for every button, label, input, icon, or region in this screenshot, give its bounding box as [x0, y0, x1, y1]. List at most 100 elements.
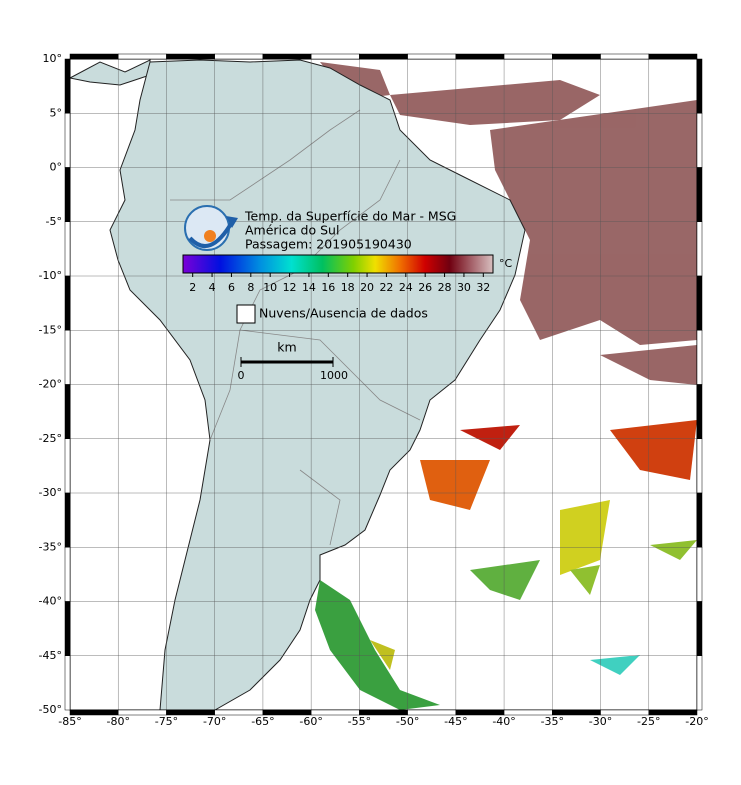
- x-tick-label: -40°: [492, 715, 515, 728]
- title-line: Temp. da Superfície do Mar - MSG: [244, 209, 456, 224]
- border-segment: [696, 58, 703, 114]
- x-tick-label: -75°: [155, 715, 178, 728]
- x-tick-label: -30°: [589, 715, 612, 728]
- border-segment: [696, 221, 703, 277]
- y-tick-label: -45°: [39, 649, 62, 662]
- borders: [170, 109, 421, 546]
- border-segment: [166, 53, 215, 60]
- x-tick-label: -35°: [541, 715, 564, 728]
- border-segment: [64, 58, 71, 114]
- scale-end: 1000: [320, 369, 348, 382]
- border-segment: [64, 113, 71, 168]
- title-line: América do Sul: [245, 223, 339, 238]
- x-tick-label: -60°: [299, 715, 322, 728]
- y-tick-label: 0°: [50, 161, 63, 174]
- border-segment: [696, 275, 703, 331]
- border-segment: [69, 53, 119, 60]
- colorbar-tick-label: 10: [263, 281, 277, 294]
- scale-unit: km: [277, 340, 296, 355]
- y-tick-label: -5°: [46, 215, 62, 228]
- tick-labels: -85° -80° -75° -70° -65° -60° -55° -50° -45° -40°…: [39, 52, 709, 728]
- x-tick-label: -70°: [203, 715, 226, 728]
- border-segment: [64, 384, 71, 439]
- border-segment: [696, 492, 703, 548]
- legend-swatch: [236, 304, 256, 324]
- border-segment: [262, 53, 312, 60]
- colorbar-tick-label: 14: [302, 281, 316, 294]
- x-tick-label: -85°: [58, 715, 81, 728]
- border-segment: [407, 53, 457, 60]
- border-segment: [696, 113, 703, 168]
- x-tick-label: -65°: [251, 715, 274, 728]
- y-tick-label: -15°: [39, 323, 62, 336]
- border-segment: [648, 709, 698, 716]
- y-tick-label: 5°: [50, 106, 63, 119]
- sst-warm: [320, 62, 697, 385]
- border-segment: [600, 53, 650, 60]
- logo: [184, 205, 238, 251]
- border-segment: [696, 601, 703, 656]
- y-tick-label: -35°: [39, 540, 62, 553]
- y-tick-label: -50°: [39, 703, 62, 716]
- border-segment: [359, 53, 408, 60]
- colorbar-tick-label: 32: [476, 281, 490, 294]
- border-segment: [64, 167, 71, 222]
- colorbar-tick-label: 20: [360, 281, 374, 294]
- border-segment: [696, 438, 703, 494]
- border-segment: [64, 547, 71, 602]
- x-tick-label: -20°: [685, 715, 708, 728]
- border-segment: [310, 53, 360, 60]
- colorbar-tick-label: 18: [341, 281, 355, 294]
- colorbar-unit: °C: [499, 257, 513, 270]
- x-tick-label: -80°: [106, 715, 129, 728]
- border-segment: [696, 384, 703, 439]
- border-segment: [64, 655, 71, 711]
- border-segment: [455, 53, 505, 60]
- border-segment: [64, 438, 71, 494]
- colorbar-tick-label: 22: [379, 281, 393, 294]
- scale-bar: [240, 357, 334, 367]
- title-line: Passagem: 201905190430: [245, 237, 412, 252]
- y-tick-label: 10°: [43, 52, 63, 65]
- border-segment: [552, 53, 601, 60]
- border-segment: [64, 601, 71, 656]
- colorbar-tick-label: 28: [438, 281, 452, 294]
- border-segment: [696, 655, 703, 711]
- frame-border: [64, 53, 703, 716]
- y-tick-label: -25°: [39, 432, 62, 445]
- border-segment: [64, 330, 71, 385]
- y-tick-label: -40°: [39, 595, 62, 608]
- y-tick-label: -10°: [39, 269, 62, 282]
- x-tick-label: -55°: [348, 715, 371, 728]
- legend-label: Nuvens/Ausencia de dados: [259, 306, 428, 321]
- colorbar-ticks: 2 4 6 8 10 12 14 16 18 20 22 24 26 28 30 32: [189, 273, 490, 294]
- colorbar-tick-label: 30: [457, 281, 471, 294]
- border-segment: [214, 53, 264, 60]
- colorbar-tick-label: 8: [247, 281, 254, 294]
- colorbar-tick-label: 26: [418, 281, 432, 294]
- x-tick-label: -25°: [637, 715, 660, 728]
- border-segment: [64, 221, 71, 277]
- scale-start: 0: [238, 369, 245, 382]
- colorbar-tick-label: 2: [189, 281, 196, 294]
- grid: [70, 59, 697, 710]
- x-tick-label: -45°: [444, 715, 467, 728]
- border-segment: [64, 492, 71, 548]
- colorbar-tick-label: 4: [209, 281, 216, 294]
- sst-south: [315, 420, 697, 710]
- x-tick-label: -50°: [396, 715, 419, 728]
- colorbar: [182, 254, 494, 274]
- colorbar-tick-label: 6: [228, 281, 235, 294]
- border-segment: [696, 330, 703, 385]
- border-segment: [64, 275, 71, 331]
- y-tick-label: -20°: [39, 378, 62, 391]
- border-segment: [696, 167, 703, 222]
- border-segment: [503, 53, 553, 60]
- border-segment: [696, 547, 703, 602]
- colorbar-tick-label: 16: [321, 281, 335, 294]
- y-tick-label: -30°: [39, 486, 62, 499]
- map-area: [70, 59, 697, 710]
- colorbar-tick-label: 12: [283, 281, 297, 294]
- border-segment: [117, 53, 167, 60]
